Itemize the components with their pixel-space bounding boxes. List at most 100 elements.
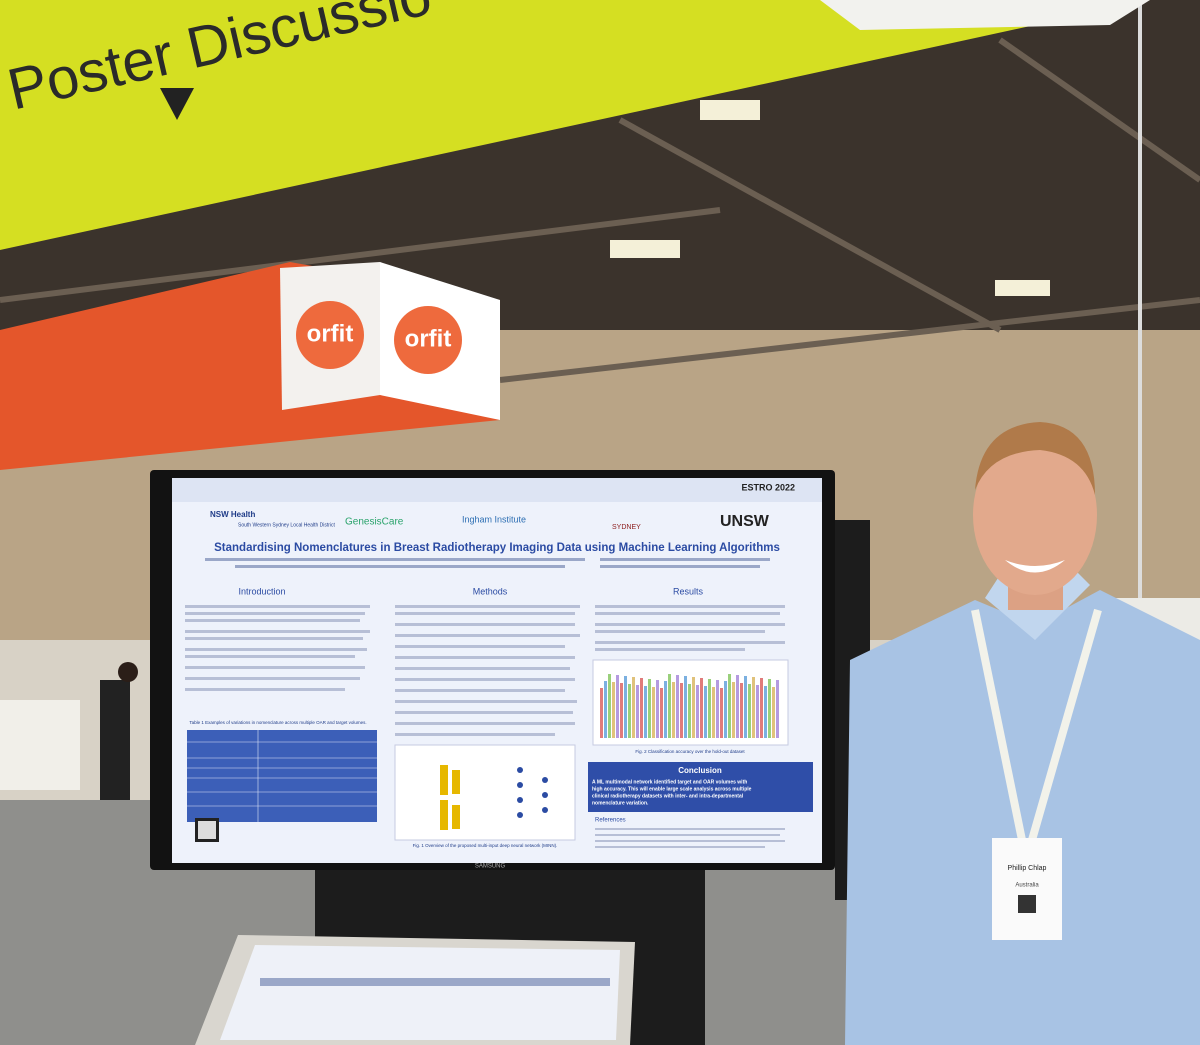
figure-bar	[704, 686, 707, 738]
counter	[0, 700, 80, 790]
figure-1	[394, 744, 576, 841]
conclusion-text: clinical radiotherapy datasets with inte…	[592, 793, 744, 799]
lanyard	[971, 609, 1026, 841]
event-name: ESTRO 2022	[741, 482, 795, 492]
figure-bar	[604, 681, 607, 738]
lanyard	[1028, 608, 1102, 842]
figure-bar	[652, 687, 655, 738]
badge-name: Phillip Chlap	[1008, 865, 1047, 872]
smile	[1005, 560, 1065, 573]
conclusion-text: nomenclature variation.	[592, 800, 649, 806]
qr-code	[198, 821, 216, 839]
conclusion-box	[588, 762, 813, 812]
references-text	[595, 828, 785, 848]
figure-bar	[696, 685, 699, 738]
figure-bar	[680, 683, 683, 738]
banner	[0, 0, 1150, 250]
figure-bar	[724, 681, 727, 738]
logo-disc	[296, 301, 364, 369]
figure-bar	[612, 682, 615, 738]
figure-bar	[752, 677, 755, 738]
figure-bar	[732, 682, 735, 738]
conclusion-text: A ML multimodal network identified targe…	[592, 779, 747, 785]
figure-bar	[748, 684, 751, 738]
figure-bar	[620, 683, 623, 738]
logo: UNSW	[720, 513, 770, 530]
figure-bar	[776, 680, 779, 738]
section-heading: Results	[673, 586, 704, 596]
figure-bar	[772, 687, 775, 738]
figure-bar	[688, 684, 691, 738]
figure-bar	[692, 677, 695, 738]
shirt	[845, 590, 1200, 1045]
figure-bar	[648, 679, 651, 738]
banner-stripe	[820, 0, 1150, 30]
figure-bar	[676, 675, 679, 738]
figure-bar	[644, 686, 647, 738]
conclusion-heading: Conclusion	[678, 766, 722, 775]
author-lines	[205, 558, 770, 568]
figure-bar	[608, 674, 611, 738]
person-head	[118, 662, 138, 682]
trusses	[0, 37, 1200, 383]
logo: Ingham Institute	[462, 514, 526, 524]
figure-bar	[632, 677, 635, 738]
figure-caption: Fig. 1 Overview of the proposed multi-in…	[413, 843, 558, 848]
hair	[975, 422, 1095, 495]
ceiling-light	[700, 100, 760, 120]
figure-bar	[768, 679, 771, 738]
face	[973, 435, 1097, 595]
booth-logo: orfit	[405, 325, 452, 352]
references-heading: References	[595, 818, 626, 824]
figure-bar	[756, 685, 759, 738]
figure-bar	[628, 684, 631, 738]
lower-poster	[220, 945, 620, 1040]
badge-qr	[1018, 895, 1036, 913]
table	[187, 730, 377, 822]
cable	[1138, 0, 1142, 1045]
figure-bar	[716, 680, 719, 738]
figure-bar	[600, 688, 603, 738]
figure-bar	[712, 687, 715, 738]
table-rules	[187, 730, 377, 822]
logo-disc	[394, 306, 462, 374]
logo: SYDNEY	[612, 524, 641, 531]
conclusion-text: high accuracy. This will enable large sc…	[592, 786, 752, 792]
network-blocks	[440, 765, 460, 830]
section-heading: Introduction	[238, 586, 285, 596]
figure-bar	[684, 676, 687, 738]
figure-bar	[624, 676, 627, 738]
figure-bar	[660, 688, 663, 738]
figure-bar	[740, 683, 743, 738]
logo: GenesisCare	[345, 517, 404, 528]
arrow	[160, 88, 194, 120]
booth-logo: orfit	[307, 320, 354, 347]
badge	[992, 838, 1062, 940]
ceiling-light	[995, 280, 1050, 296]
figure-bar	[720, 688, 723, 738]
figure-bar	[640, 678, 643, 738]
figure-bar	[636, 685, 639, 738]
figure-bar	[700, 678, 703, 738]
figure-bar	[668, 674, 671, 738]
figure-bar	[708, 679, 711, 738]
network-nodes	[517, 767, 548, 818]
figure-bar	[656, 680, 659, 738]
body-text	[185, 605, 785, 736]
lower-poster-title	[260, 978, 610, 986]
figure-bar	[616, 675, 619, 738]
figure-bar	[736, 675, 739, 738]
ceiling-light	[610, 240, 680, 258]
poster-title: Standardising Nomenclatures in Breast Ra…	[214, 542, 780, 554]
poster-header	[172, 478, 822, 502]
figure-bar	[760, 678, 763, 738]
monitor-brand: SAMSUNG	[475, 864, 506, 870]
figure-caption: Fig. 2 Classification accuracy over the …	[635, 749, 745, 754]
logo: South Western Sydney Local Health Distri…	[238, 522, 336, 528]
figure-bar	[664, 681, 667, 738]
figure-2-bars	[600, 674, 779, 738]
person-background	[100, 680, 130, 800]
figure-bar	[764, 686, 767, 738]
badge-country: Australia	[1015, 883, 1039, 889]
